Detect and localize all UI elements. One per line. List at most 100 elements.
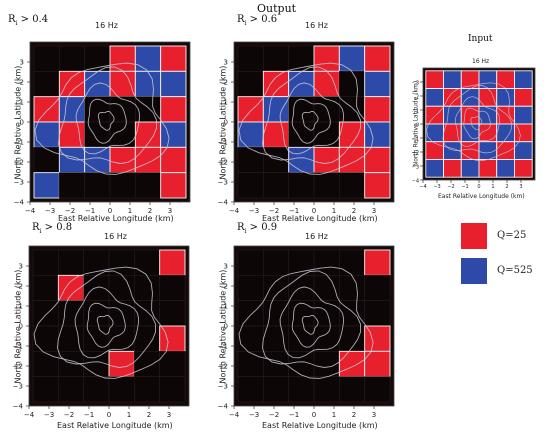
grid-cell [364,249,391,276]
x-tick-label: 1 [332,207,336,215]
x-tick-label: −2 [64,411,74,419]
y-tick-label: −3 [218,383,228,391]
grid-cell [134,275,160,301]
x-tick-label: −3 [249,411,259,419]
y-tick-label: 3 [20,59,24,67]
x-tick-label: 2 [148,207,152,215]
x-tick-label: 2 [352,207,356,215]
grid-cell [425,141,444,160]
grid-cell [237,45,264,72]
grid-cell [159,351,186,377]
grid-cell [425,105,444,125]
grid-cell [134,146,162,174]
grid-cell [514,159,533,178]
x-tick-label: 3 [519,184,522,190]
contour-line [87,98,127,144]
x-tick-label: −2 [269,411,279,419]
y-tick-label: −4 [412,179,419,185]
grid-cell [160,70,187,98]
grid-cell [263,172,289,199]
grid-cell [364,70,391,98]
grid-cell [364,300,391,327]
grid-cell [32,275,59,301]
contour-line [74,286,140,359]
grid-cell [425,70,444,89]
y-tick-label: −2 [218,363,228,371]
grid-cell [514,105,533,125]
grid-cell [514,70,533,89]
legend-swatch-q525 [461,258,487,284]
y-tick-label: 3 [224,263,228,271]
grid-cell [84,146,111,174]
x-axis-label: East Relative Longitude (km) [262,214,378,223]
x-tick-label: 3 [168,207,172,215]
panel-r08: Ri > 0.8 16 Hz −4 −4 −3 −3 −2 −2 −1 −1 0 0 1 1 2 2 3 3 … [0,222,200,435]
x-tick-label: 1 [127,411,131,419]
contour-line [86,302,126,348]
x-tick-label: −3 [45,207,55,215]
panel-input: Input 16 Hz −4 −4 −3 −3 −2 −2 −1 −1 0 0 1 1 2 2 3 3 Eas… [405,30,550,205]
contour-line [301,314,319,335]
y-tick-label: 2 [416,95,419,101]
grid-cell [237,147,264,173]
grid-cell [58,376,84,403]
grid-cell [109,146,136,174]
grid-cell [108,325,135,352]
x-tick-label: 1 [491,184,494,190]
contour-line [291,98,331,144]
grid-cell [313,351,340,377]
grid-cell [33,121,60,148]
grid-cell [364,96,391,123]
y-tick-label: −1 [218,139,228,147]
x-tick-label: −2 [269,207,279,215]
grid-cell [288,351,315,377]
threshold-label: Ri > 0.6 [237,14,278,27]
x-tick-label: 0 [107,411,111,419]
grid-cell [32,249,59,276]
grid-cell [160,146,187,174]
grid-cell [237,249,264,276]
y-tick-label: 3 [224,59,228,67]
threshold-label: Ri > 0.8 [32,222,73,235]
grid-cell [514,88,533,107]
grid-cell [262,96,290,123]
grid-cell [108,275,135,301]
grid-cell [425,159,444,178]
x-axis-label: East Relative Longitude (km) [262,421,378,430]
x-tick-label: −2 [447,184,454,190]
legend: Q=25 Q=525 [455,220,550,300]
x-tick-label: −2 [65,207,75,215]
grid-cell [263,376,289,403]
frequency-label: 16 Hz [95,21,118,30]
contour-line [97,110,115,131]
grid-cell [496,159,515,178]
x-tick-label: 2 [505,184,508,190]
grid-cell [364,275,391,301]
grid-cell [288,376,315,403]
grid-cell [160,96,187,123]
contour-line [262,270,361,368]
grid-cell [338,146,366,174]
grid-cell [339,275,365,301]
contour-line [96,314,114,335]
x-tick-label: 1 [128,207,132,215]
grid-cell [339,376,365,403]
y-tick-label: 1 [19,303,23,311]
grid-cell [134,70,162,98]
grid-cell [339,249,365,276]
threshold-label: Ri > 0.4 [8,14,49,27]
x-tick-label: −4 [229,411,240,419]
grid-cell [237,121,264,148]
grid-cell [237,275,264,301]
contour-line [238,266,374,379]
grid-cell [237,325,264,352]
grid-cell [33,45,60,72]
grid-cell [58,249,84,276]
x-tick-label: −1 [85,207,95,215]
grid-cell [134,249,160,276]
heatmap-plot: −4−4 −3 −3 −2 −2 −1 −1 0 0 1 1 2 2 3 3 [412,67,536,190]
grid-cell [339,172,365,199]
contour-line [454,96,501,147]
grid-cell [263,45,289,72]
grid-cell [496,141,515,160]
